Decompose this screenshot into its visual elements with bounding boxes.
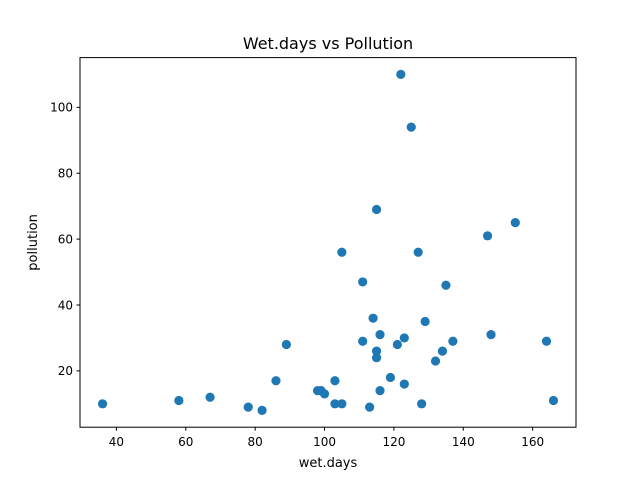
data-point [441,280,451,290]
data-point [243,402,253,412]
y-tick-label: 60 [58,232,73,246]
x-tick-label: 140 [452,435,475,449]
data-point [510,218,520,228]
x-tick-label: 40 [109,435,124,449]
data-point [406,122,416,132]
data-point [281,339,291,350]
data-point [375,330,385,340]
y-tick-label: 20 [58,364,73,378]
data-point [541,336,552,346]
data-point [417,399,427,409]
data-point [371,204,382,215]
data-point [337,247,347,257]
data-point [174,395,184,406]
data-point [205,392,215,402]
data-point [437,346,448,356]
data-point [319,389,330,399]
data-point [375,386,385,396]
y-axis-ticks: 20 40 60 80 100 [50,101,80,378]
data-point [448,336,458,346]
chart-title: Wet.days vs Pollution [243,34,413,53]
data-point [399,333,409,343]
x-tick-label: 160 [521,435,544,449]
data-point [486,330,496,340]
data-point [257,405,267,415]
y-axis-label: pollution [26,214,41,271]
data-point [371,353,382,363]
points-layer [97,69,559,415]
data-point [430,356,441,366]
y-tick-label: 40 [58,298,73,312]
y-tick-label: 80 [58,167,73,181]
data-point [271,376,281,386]
y-tick-label: 100 [50,101,73,115]
data-point [358,277,368,287]
x-tick-label: 100 [313,435,336,449]
data-point [396,69,406,79]
data-point [337,399,347,409]
x-tick-label: 80 [248,435,263,449]
data-point [548,395,559,406]
data-point [413,247,423,257]
data-point [330,376,340,386]
data-point [368,313,378,323]
x-axis-ticks: 40 60 80 100 120 140 160 [109,427,544,449]
x-tick-label: 120 [382,435,405,449]
data-point [420,316,430,327]
data-point [97,399,108,409]
data-point [365,402,375,412]
data-point [330,399,340,409]
data-point [371,346,382,356]
plot-frame [79,57,577,428]
x-tick-label: 60 [178,435,193,449]
data-point [482,231,493,241]
data-point [385,372,396,383]
data-point [358,336,368,346]
data-point [392,339,402,350]
x-axis-label: wet.days [299,456,358,471]
data-point [399,379,409,389]
